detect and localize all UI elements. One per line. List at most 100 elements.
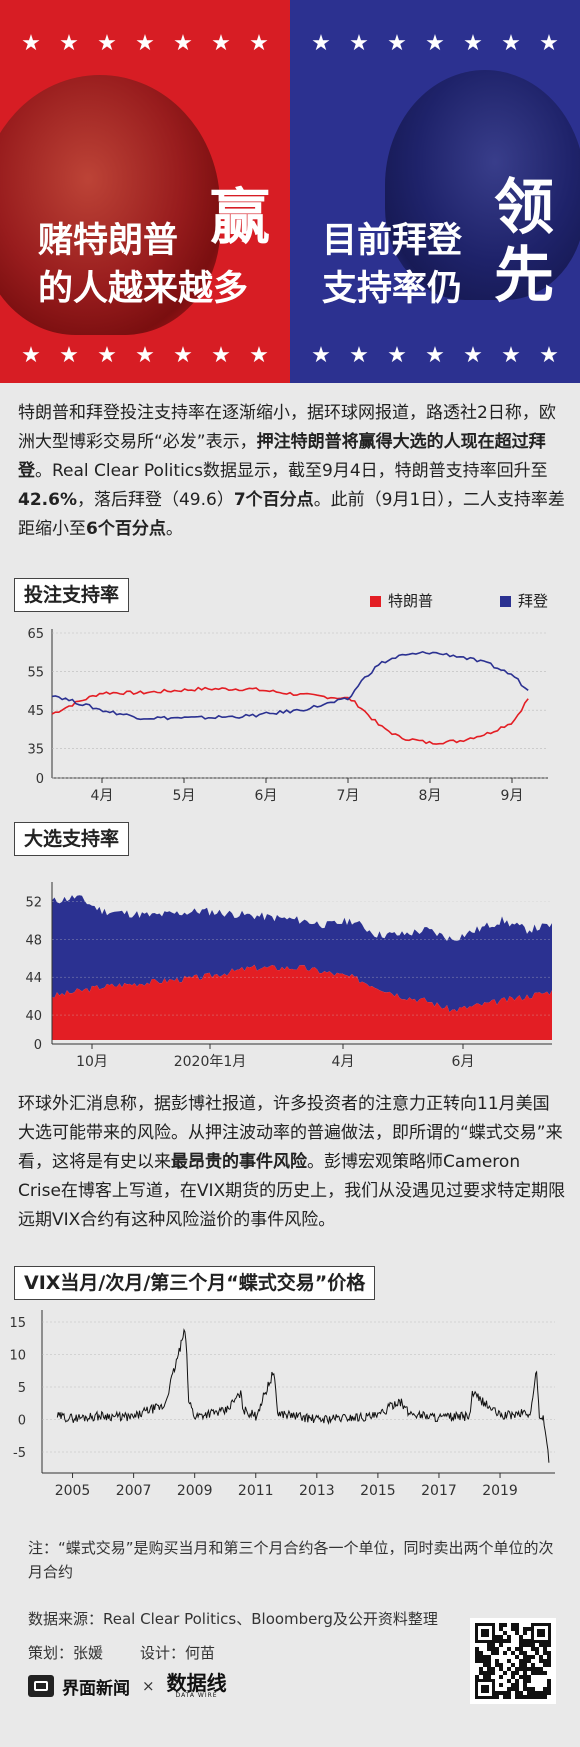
qr-module bbox=[523, 1683, 527, 1687]
qr-module bbox=[519, 1675, 523, 1679]
chart1-y-tick: 35 bbox=[27, 743, 44, 758]
qr-module bbox=[511, 1627, 515, 1631]
qr-module bbox=[499, 1643, 503, 1647]
qr-module bbox=[499, 1691, 503, 1695]
qr-module bbox=[483, 1675, 487, 1679]
chart3-x-tick: 2013 bbox=[299, 1483, 335, 1499]
qr-module bbox=[483, 1659, 487, 1663]
qr-module bbox=[515, 1695, 519, 1699]
qr-module bbox=[507, 1679, 511, 1683]
qr-module bbox=[523, 1631, 527, 1635]
chart3-x-tick: 2019 bbox=[482, 1483, 518, 1499]
qr-module bbox=[515, 1679, 519, 1683]
qr-module bbox=[491, 1651, 495, 1655]
legend-trump-swatch bbox=[370, 596, 381, 607]
qr-module bbox=[495, 1659, 499, 1663]
qr-module bbox=[511, 1651, 515, 1655]
brand-jiemian: 界面新闻 bbox=[62, 1678, 130, 1699]
qr-module bbox=[539, 1643, 543, 1647]
chart1-y-tick: 55 bbox=[27, 666, 44, 681]
qr-module bbox=[483, 1655, 487, 1659]
chart3-x-tick: 2017 bbox=[421, 1483, 457, 1499]
qr-module bbox=[519, 1635, 523, 1639]
qr-module bbox=[515, 1687, 519, 1691]
qr-module bbox=[523, 1695, 527, 1699]
qr-module bbox=[535, 1671, 539, 1675]
qr-module bbox=[539, 1695, 543, 1699]
chart2-y-tick: 52 bbox=[25, 895, 42, 910]
qr-module bbox=[523, 1675, 527, 1679]
chart2-x-tick: 2020年1月 bbox=[174, 1054, 247, 1067]
chart1-series-biden bbox=[51, 650, 529, 721]
chart3-y-tick: -5 bbox=[13, 1446, 26, 1461]
legend-trump-label: 特朗普 bbox=[388, 592, 433, 610]
qr-module bbox=[479, 1659, 483, 1663]
qr-module bbox=[515, 1623, 519, 1627]
brand-datawire: 数据线 DATA WIRE bbox=[166, 1671, 227, 1699]
qr-module bbox=[535, 1691, 539, 1695]
chart1-x-tick: 6月 bbox=[255, 788, 278, 803]
chart1-y-tick: 65 bbox=[27, 627, 44, 642]
qr-module bbox=[503, 1695, 507, 1699]
qr-module bbox=[523, 1671, 527, 1675]
qr-module bbox=[539, 1691, 543, 1695]
chart1-svg: 特朗普 拜登 0 35 45 55 65 4月 5月 6月 7月 8月 9月 bbox=[27, 592, 548, 803]
brand-cross: × bbox=[142, 1677, 155, 1695]
qr-module bbox=[475, 1647, 479, 1651]
qr-module bbox=[519, 1691, 523, 1695]
qr-module bbox=[519, 1663, 523, 1667]
qr-code bbox=[470, 1618, 556, 1704]
legend-biden-label: 拜登 bbox=[518, 592, 548, 610]
qr-module bbox=[491, 1671, 495, 1675]
qr-module bbox=[539, 1667, 543, 1671]
qr-module bbox=[535, 1695, 539, 1699]
qr-module bbox=[487, 1671, 491, 1675]
qr-module bbox=[495, 1695, 499, 1699]
qr-module bbox=[503, 1631, 507, 1635]
qr-module bbox=[547, 1655, 551, 1659]
qr-module bbox=[479, 1651, 483, 1655]
qr-module bbox=[519, 1643, 523, 1647]
qr-module bbox=[507, 1635, 511, 1639]
qr-finder-core bbox=[537, 1629, 545, 1637]
qr-module bbox=[519, 1659, 523, 1663]
qr-module bbox=[499, 1623, 503, 1627]
qr-module bbox=[531, 1663, 535, 1667]
qr-module bbox=[487, 1655, 491, 1659]
qr-module bbox=[507, 1639, 511, 1643]
biden-portrait bbox=[385, 70, 580, 300]
chart1-x-tick: 5月 bbox=[173, 788, 196, 803]
qr-module bbox=[475, 1675, 479, 1679]
qr-module bbox=[503, 1651, 507, 1655]
qr-module bbox=[487, 1675, 491, 1679]
chart2-y-tick: 0 bbox=[34, 1038, 42, 1053]
qr-module bbox=[515, 1671, 519, 1675]
qr-module bbox=[495, 1639, 499, 1643]
qr-module bbox=[547, 1663, 551, 1667]
stars-top-left: ★ ★ ★ ★ ★ ★ ★ bbox=[21, 30, 269, 56]
qr-module bbox=[531, 1691, 535, 1695]
chart2-y-tick: 40 bbox=[25, 1009, 42, 1024]
qr-module bbox=[531, 1655, 535, 1659]
qr-module bbox=[531, 1671, 535, 1675]
qr-module bbox=[507, 1647, 511, 1651]
qr-module bbox=[495, 1663, 499, 1667]
qr-module bbox=[499, 1639, 503, 1643]
qr-finder-core bbox=[481, 1629, 489, 1637]
chart3-y-tick: 5 bbox=[18, 1381, 26, 1396]
qr-module bbox=[515, 1691, 519, 1695]
qr-module bbox=[503, 1691, 507, 1695]
qr-module bbox=[527, 1687, 531, 1691]
qr-module bbox=[475, 1655, 479, 1659]
qr-module bbox=[483, 1663, 487, 1667]
hero-right-line2: 支持率仍 bbox=[322, 269, 463, 309]
qr-module bbox=[511, 1687, 515, 1691]
qr-module bbox=[475, 1659, 479, 1663]
data-source: 数据来源：Real Clear Politics、Bloomberg及公开资料整… bbox=[28, 1610, 438, 1628]
qr-module bbox=[495, 1651, 499, 1655]
qr-module bbox=[483, 1671, 487, 1675]
qr-module bbox=[507, 1659, 511, 1663]
qr-module bbox=[519, 1651, 523, 1655]
qr-module bbox=[491, 1667, 495, 1671]
qr-module bbox=[507, 1691, 511, 1695]
